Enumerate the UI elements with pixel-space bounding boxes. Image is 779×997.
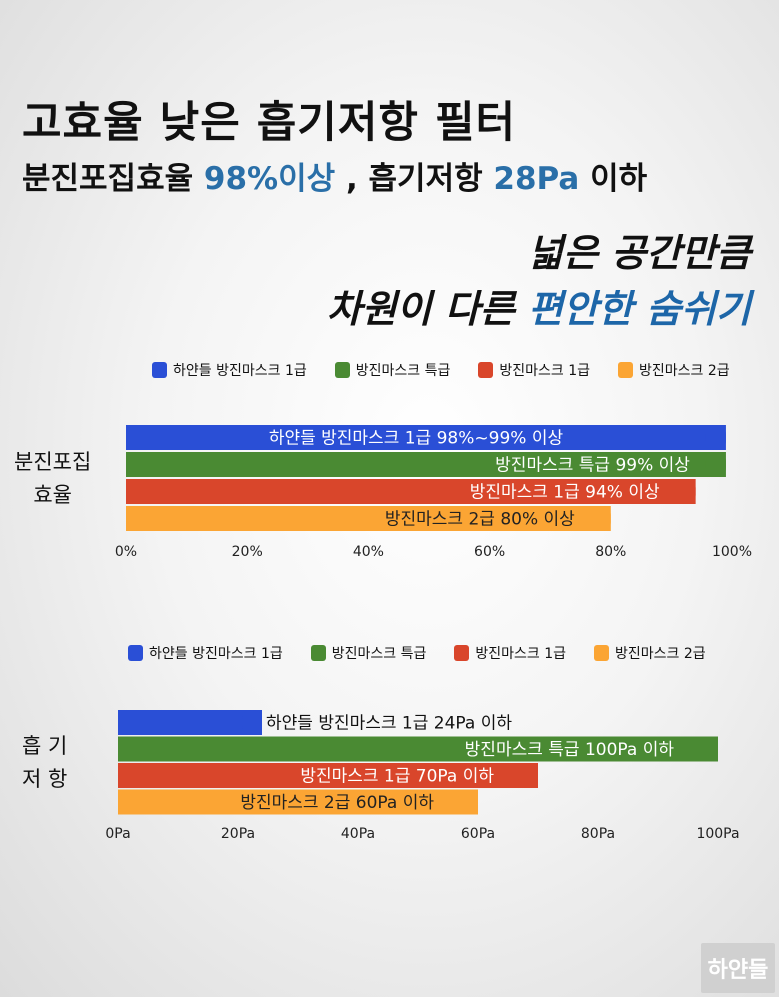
page-subtitle: 분진포집효율 98%이상 , 흡기저항 28Pa 이하	[22, 153, 647, 198]
bar-end	[705, 425, 726, 450]
x-tick-label: 40%	[353, 544, 384, 560]
legend-item: 하얀들 방진마스크 1급	[128, 643, 283, 663]
legend-item: 방진마스크 2급	[594, 643, 706, 663]
brand-logo: 하얀들	[701, 943, 775, 993]
bar-data-label: 방진마스크 1급 70Pa 이하	[300, 767, 494, 787]
legend-label: 하얀들 방진마스크 1급	[149, 646, 283, 662]
subtitle-highlight: 28Pa	[493, 161, 580, 197]
x-tick-label: 80%	[595, 544, 626, 560]
chart2-ylabel: 흡 기 저 항	[22, 730, 67, 796]
subtitle-highlight: 98%이상	[203, 161, 336, 197]
bar-3	[118, 763, 538, 788]
bar-data-label: 방진마스크 1급 94% 이상	[470, 483, 660, 503]
x-tick-label: 0Pa	[105, 826, 130, 842]
legend-item: 방진마스크 특급	[310, 643, 427, 663]
legend-label: 방진마스크 특급	[331, 646, 427, 662]
bar-end	[698, 736, 718, 762]
chart1-legend: 하얀들 방진마스크 1급 방진마스크 특급 방진마스크 1급 방진마스크 2급	[152, 360, 730, 380]
x-tick-label: 60Pa	[461, 826, 495, 842]
ylabel-line: 흡 기	[22, 734, 68, 758]
subtitle-part: 분진포집효율	[22, 161, 204, 197]
legend-swatch	[618, 362, 633, 378]
bar-end	[590, 506, 611, 531]
x-tick-label: 100%	[712, 544, 752, 560]
bar-data-label: 방진마스크 특급 100Pa 이하	[465, 740, 675, 760]
legend-swatch	[594, 645, 609, 661]
slogan-highlight: 편안한 숨쉬기	[528, 287, 751, 331]
legend-swatch	[334, 362, 350, 378]
x-tick-label: 60%	[474, 544, 505, 560]
subtitle-part: 이하	[579, 161, 648, 197]
slogan-text: 차원이 다른	[326, 287, 528, 331]
legend-item: 방진마스크 특급	[334, 360, 451, 380]
x-tick-label: 20%	[232, 544, 263, 560]
bar-end	[458, 789, 478, 815]
legend-swatch	[310, 645, 326, 661]
bar-end	[242, 710, 262, 735]
legend-label: 하얀들 방진마스크 1급	[173, 363, 307, 379]
x-tick-label: 100Pa	[696, 826, 739, 842]
bar-1	[118, 710, 262, 735]
bar-3	[126, 479, 696, 504]
bar-4	[118, 789, 478, 815]
legend-item: 방진마스크 1급	[454, 643, 566, 663]
bar-end	[705, 452, 726, 477]
legend-label: 방진마스크 특급	[355, 363, 451, 379]
legend-label: 방진마스크 1급	[475, 646, 566, 662]
bar-2	[126, 452, 726, 477]
legend-item: 방진마스크 1급	[478, 360, 590, 380]
bar-data-label: 하얀들 방진마스크 1급 98%~99% 이상	[269, 429, 564, 449]
page-title: 고효율 낮은 흡기저항 필터	[22, 98, 517, 148]
legend-label: 방진마스크 2급	[639, 363, 730, 379]
legend-swatch	[128, 645, 143, 661]
slogan-line-1: 넓은 공간만큼	[528, 231, 751, 275]
bar-2	[118, 736, 718, 762]
bar-end	[675, 479, 696, 504]
legend-item: 하얀들 방진마스크 1급	[152, 360, 307, 380]
legend-swatch	[478, 362, 494, 378]
legend-swatch	[454, 645, 470, 661]
bar-1	[126, 425, 726, 450]
chart2-legend: 하얀들 방진마스크 1급 방진마스크 특급 방진마스크 1급 방진마스크 2급	[128, 643, 706, 663]
x-tick-label: 40Pa	[341, 826, 375, 842]
x-tick-label: 0%	[115, 544, 137, 560]
legend-swatch	[152, 362, 167, 378]
subtitle-part: , 흡기저항	[335, 161, 494, 197]
bar-data-label: 방진마스크 2급 80% 이상	[385, 510, 575, 530]
ylabel-line: 분진포집	[14, 450, 92, 474]
legend-item: 방진마스크 2급	[618, 360, 730, 380]
bar-end	[518, 763, 538, 788]
legend-label: 방진마스크 1급	[499, 363, 590, 379]
legend-label: 방진마스크 2급	[615, 646, 706, 662]
slogan-line-2: 차원이 다른 편안한 숨쉬기	[327, 278, 751, 333]
bar-data-label: 방진마스크 2급 60Pa 이하	[240, 793, 434, 813]
bar-data-label: 하얀들 방진마스크 1급 24Pa 이하	[266, 714, 512, 734]
chart1-ylabel: 분진포집 효율	[14, 446, 91, 512]
x-tick-label: 20Pa	[221, 826, 255, 842]
bar-data-label: 방진마스크 특급 99% 이상	[495, 456, 690, 476]
ylabel-line: 저 항	[22, 767, 68, 791]
x-tick-label: 80Pa	[581, 826, 615, 842]
bar-4	[126, 506, 611, 531]
ylabel-line: 효율	[33, 483, 72, 507]
